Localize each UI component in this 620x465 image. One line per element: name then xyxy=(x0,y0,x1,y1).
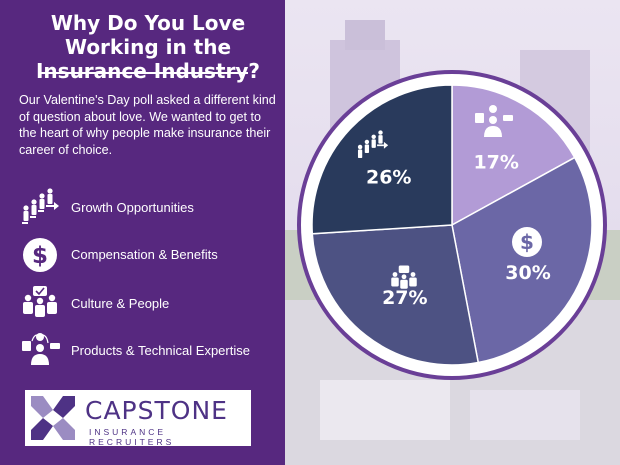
pie-chart: 17% 30% 27% 26% $ xyxy=(297,70,607,380)
pie-label-compensation: 30% xyxy=(505,262,550,284)
dollar-coin-icon: $ xyxy=(512,227,542,257)
svg-text:$: $ xyxy=(520,230,534,254)
logo-subtitle: INSURANCE RECRUITERS xyxy=(89,427,175,447)
pie-label-products: 17% xyxy=(473,151,518,173)
capstone-x-mark-icon xyxy=(31,396,75,440)
team-people-icon xyxy=(23,286,57,317)
legend-label-growth: Growth Opportunities xyxy=(71,200,194,215)
left-panel: Why Do You Love Working in the Insurance… xyxy=(0,0,285,465)
legend-label-compensation: Compensation & Benefits xyxy=(71,247,218,262)
pie-label-growth: 26% xyxy=(366,167,411,189)
pie-slice-growth xyxy=(311,84,453,235)
page-title: Why Do You Love Working in the Insurance… xyxy=(35,11,260,83)
growth-ladder-icon xyxy=(357,130,389,159)
legend-item-growth: Growth Opportunities xyxy=(20,188,282,228)
legend-item-products: Products & Technical Expertise xyxy=(20,331,282,371)
capstone-logo: CAPSTONE INSURANCE RECRUITERS xyxy=(25,390,251,447)
dollar-coin-icon: $ xyxy=(23,238,57,272)
legend-item-culture: Culture & People xyxy=(20,284,282,324)
expert-laptop-icon xyxy=(475,105,513,137)
pie-label-culture: 27% xyxy=(382,287,427,309)
team-people-icon xyxy=(391,265,417,289)
legend-label-products: Products & Technical Expertise xyxy=(71,343,250,358)
logo-name: CAPSTONE xyxy=(85,396,228,425)
pie-slice-culture xyxy=(311,224,480,366)
title-divider xyxy=(38,72,248,74)
pie-slice-compensation xyxy=(451,156,593,364)
growth-ladder-icon xyxy=(22,188,59,224)
legend-item-compensation: $ Compensation & Benefits xyxy=(20,235,282,275)
expert-laptop-icon xyxy=(22,333,60,365)
svg-text:$: $ xyxy=(32,243,48,269)
legend-label-culture: Culture & People xyxy=(71,296,170,311)
intro-text: Our Valentine's Day poll asked a differe… xyxy=(19,93,276,157)
